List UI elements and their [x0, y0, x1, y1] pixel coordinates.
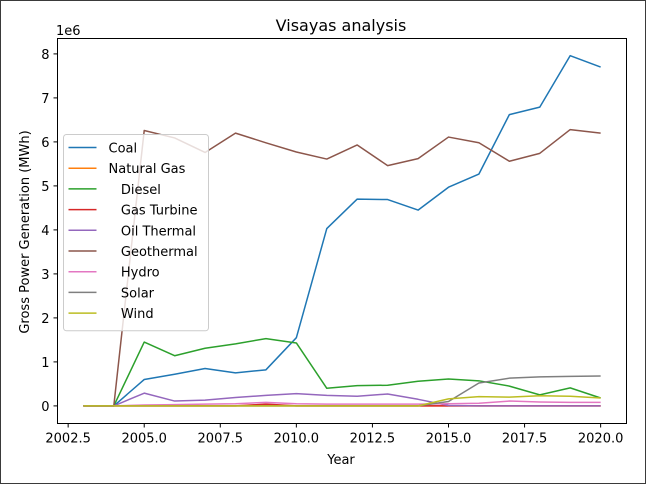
x-tick-label: 2005.0	[121, 432, 167, 447]
y-tick-label: 7	[41, 92, 49, 107]
series-line-hydro	[83, 400, 601, 407]
series-line-oil-thermal	[83, 392, 601, 407]
x-tick-label: 2017.5	[502, 432, 548, 447]
y-tick-label: 1	[41, 356, 49, 371]
x-tick-label: 2007.5	[198, 432, 244, 447]
y-offset-label: 1e6	[56, 24, 81, 39]
y-tick-label: 4	[41, 224, 49, 239]
y-tick-label: 3	[41, 268, 49, 283]
y-axis-label: Gross Power Generation (MWh)	[18, 130, 33, 333]
x-axis-label: Year	[326, 453, 355, 468]
chart-title: Visayas analysis	[276, 16, 407, 35]
x-tick-label: 2010.0	[274, 432, 320, 447]
series-line-coal	[83, 54, 601, 407]
legend-label-oil-thermal: Oil Thermal	[109, 224, 197, 239]
y-tick-label: 0	[41, 400, 49, 415]
legend: Coal Natural Gas Diesel Gas Turbine Oil T…	[63, 134, 209, 332]
y-tick-label: 2	[41, 312, 49, 327]
legend-label-coal: Coal	[109, 142, 138, 157]
y-tick-label: 8	[41, 48, 49, 63]
y-tick-label: 6	[41, 136, 49, 151]
legend-label-geothermal: Geothermal	[109, 245, 198, 260]
x-tick-label: 2012.5	[350, 432, 396, 447]
legend-label-hydro: Hydro	[109, 266, 160, 281]
legend-label-gas-turbine: Gas Turbine	[109, 204, 198, 219]
legend-box	[63, 134, 209, 332]
legend-label-natural-gas: Natural Gas	[109, 162, 186, 177]
series-line-wind	[83, 395, 601, 407]
x-tick-label: 2020.0	[578, 432, 624, 447]
plot-area-border	[57, 38, 627, 424]
x-tick-label: 2015.0	[426, 432, 472, 447]
legend-label-wind: Wind	[109, 307, 154, 322]
legend-label-diesel: Diesel	[109, 183, 161, 198]
legend-label-solar: Solar	[109, 286, 155, 301]
x-tick-label: 2002.5	[45, 432, 91, 447]
series-line-diesel	[83, 337, 601, 407]
y-tick-label: 5	[41, 180, 49, 195]
